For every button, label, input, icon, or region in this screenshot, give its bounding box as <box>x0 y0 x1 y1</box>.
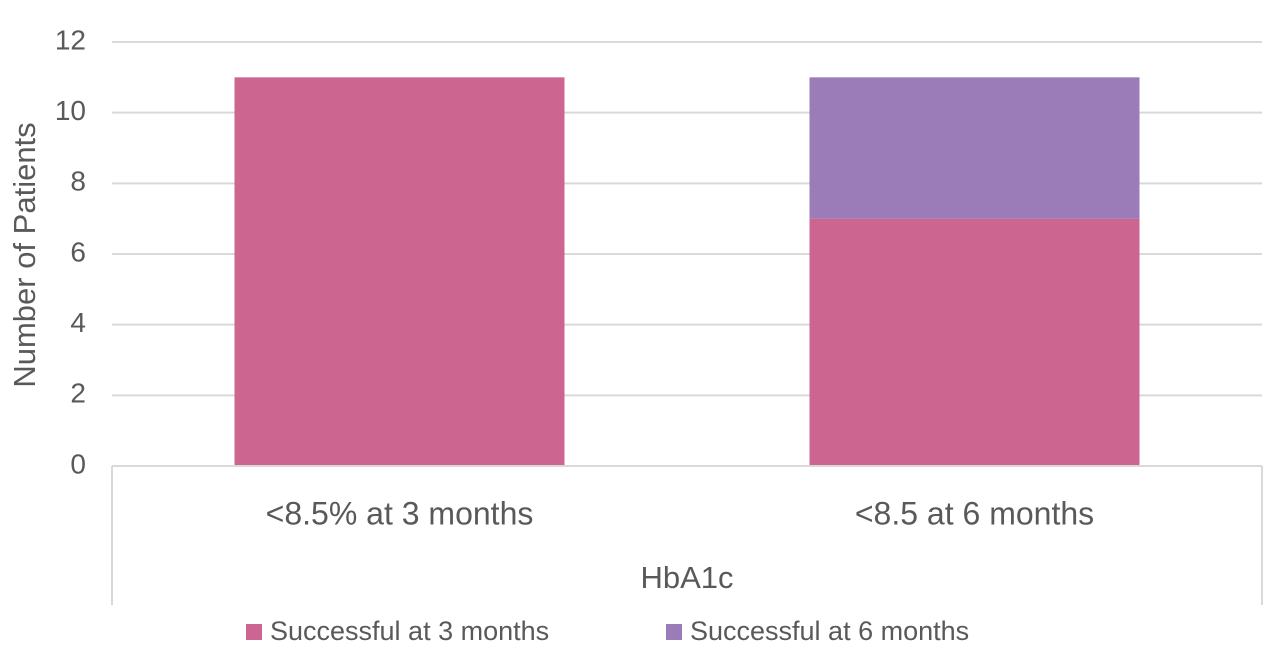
y-tick-label: 0 <box>70 448 86 479</box>
y-tick-label: 10 <box>55 95 86 126</box>
y-tick-label: 6 <box>70 236 86 267</box>
legend-label: Successful at 6 months <box>690 616 969 646</box>
legend-swatch <box>246 624 262 640</box>
x-axis-title: HbA1c <box>640 560 733 595</box>
bar-segment <box>809 77 1140 219</box>
y-tick-label: 4 <box>70 307 86 338</box>
legend-label: Successful at 3 months <box>270 616 549 646</box>
y-axis-title: Number of Patients <box>7 122 42 387</box>
legend-swatch <box>666 624 682 640</box>
y-tick-label: 12 <box>55 24 86 55</box>
bar-segment <box>234 77 565 466</box>
y-tick-label: 8 <box>70 166 86 197</box>
x-tick-label: <8.5% at 3 months <box>266 495 534 531</box>
y-tick-label: 2 <box>70 378 86 409</box>
bar-segment <box>809 218 1140 466</box>
x-tick-label: <8.5 at 6 months <box>855 495 1094 531</box>
